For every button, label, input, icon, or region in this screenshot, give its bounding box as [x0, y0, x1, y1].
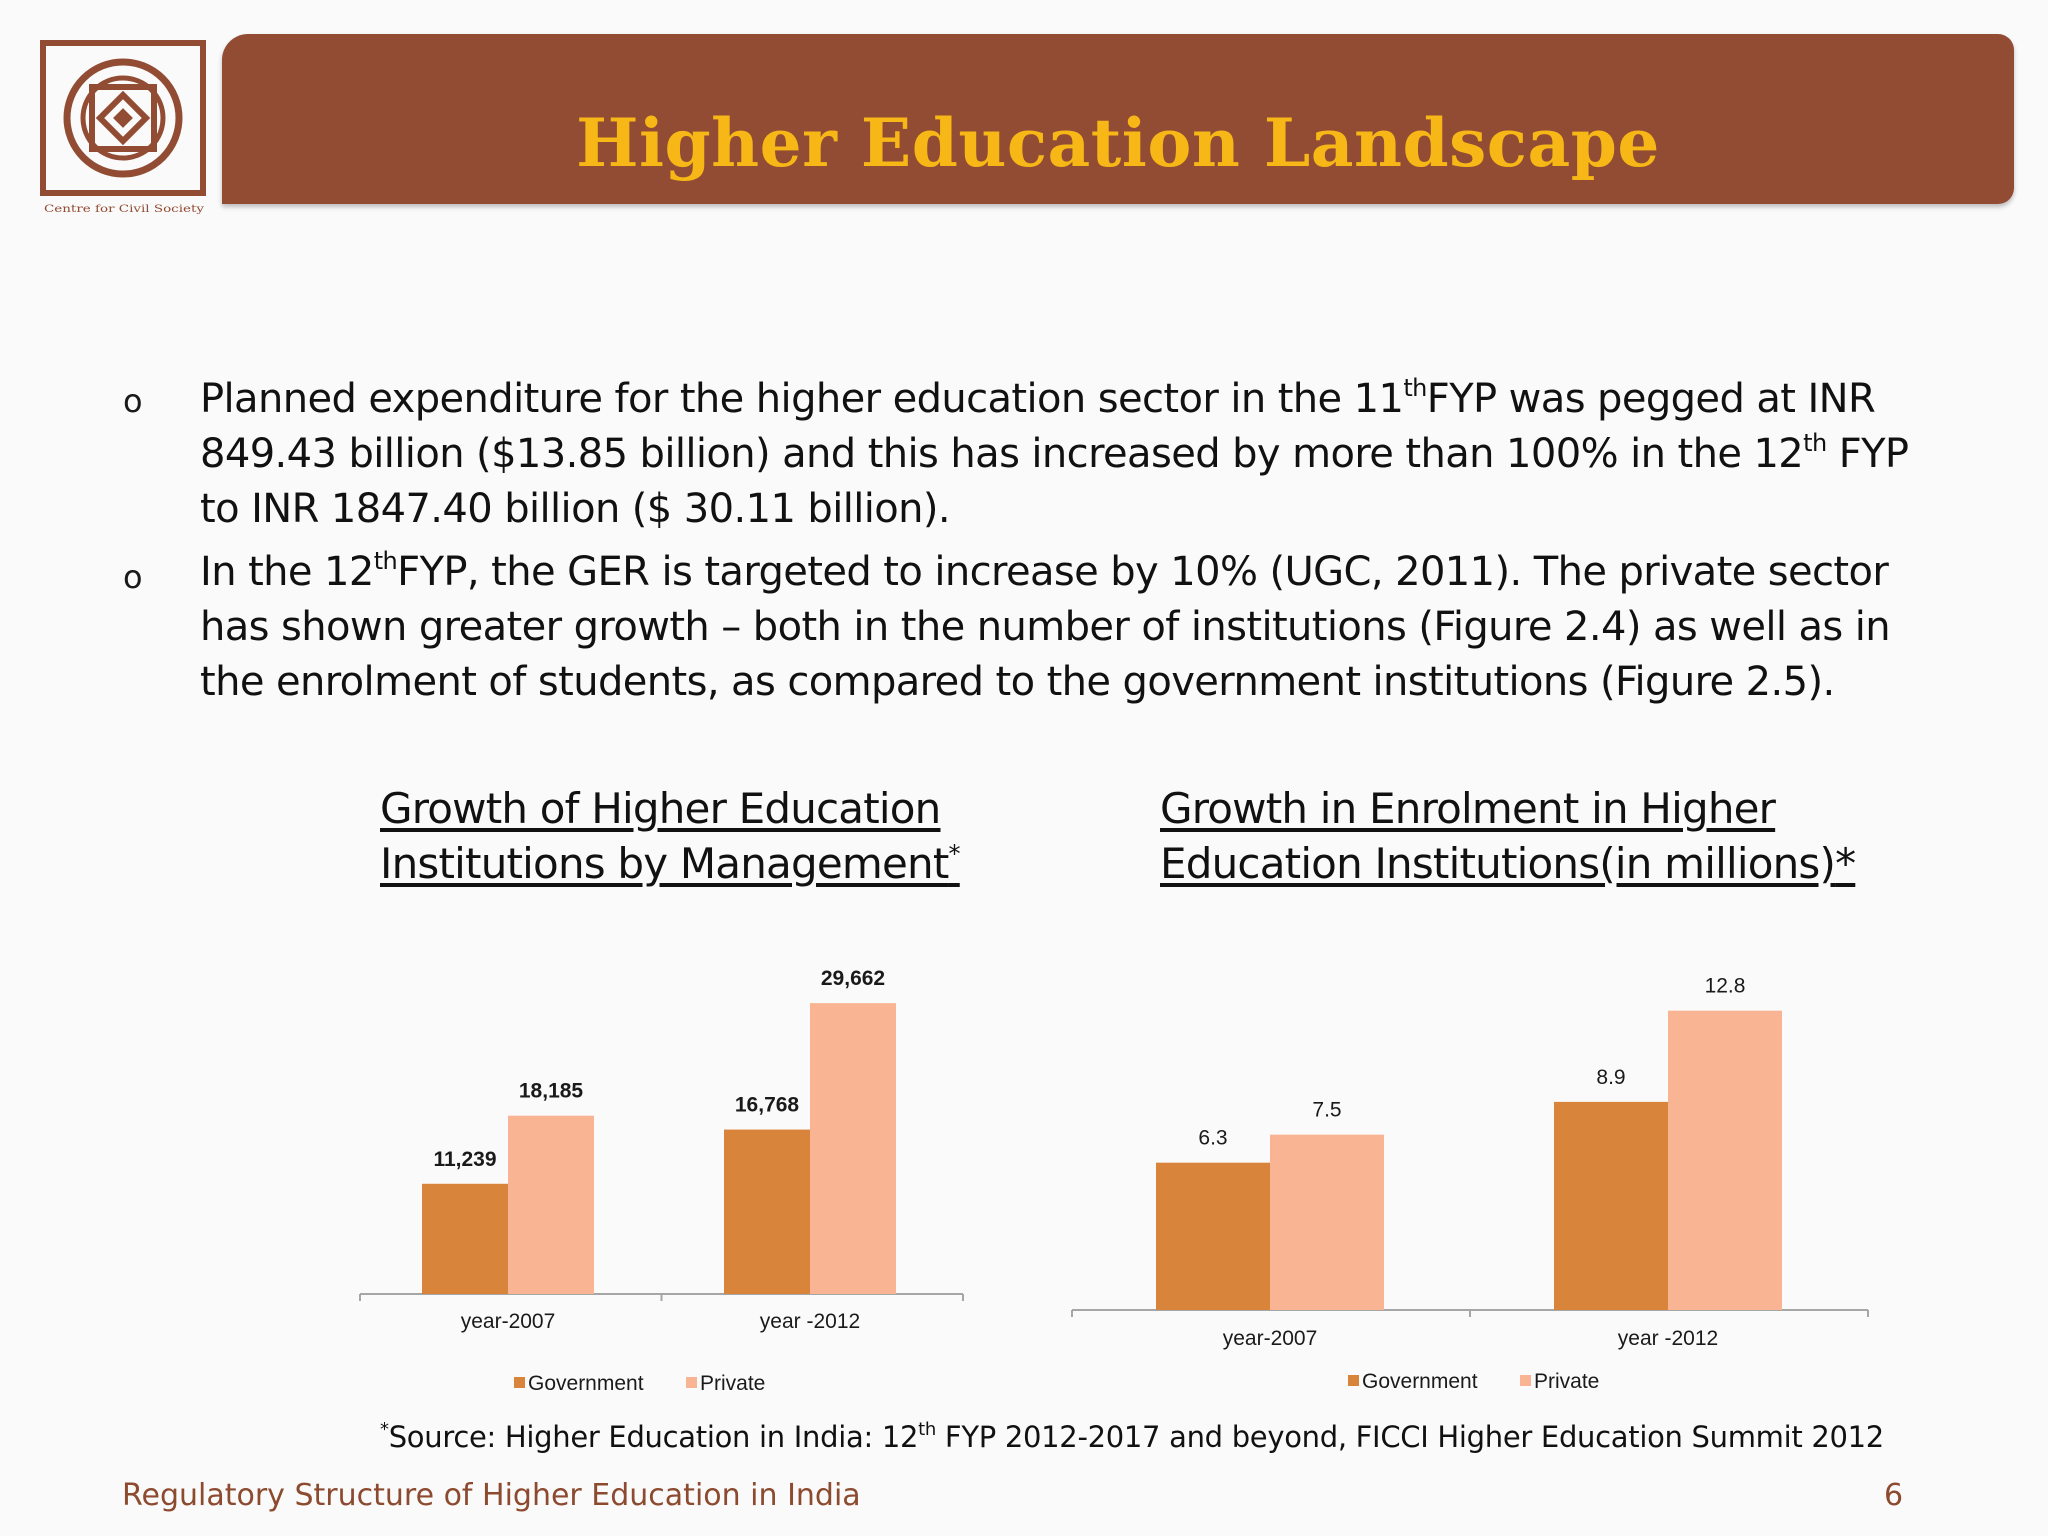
bar-private	[1668, 1010, 1782, 1310]
logo-caption: Centre for Civil Society	[44, 203, 204, 215]
legend-label-private: Private	[700, 1372, 765, 1395]
chart-title-institutions: Growth of Higher Education Institutions …	[380, 784, 961, 888]
bar-private	[508, 1115, 594, 1294]
category-label: year-2007	[1223, 1327, 1318, 1350]
page-number: 6	[1884, 1478, 1904, 1513]
data-label: 29,662	[821, 967, 885, 990]
source-note: *Source: Higher Education in India: 12th…	[380, 1419, 1884, 1454]
bar-private	[1270, 1134, 1384, 1310]
category-label: year -2012	[760, 1310, 860, 1333]
legend-swatch-government	[514, 1377, 525, 1388]
bullet-text-ger: In the 12thFYP, the GER is targeted to i…	[200, 547, 1891, 705]
bullet-text-expenditure: Planned expenditure for the higher educa…	[200, 374, 1909, 532]
bar-private	[810, 1003, 896, 1294]
data-label: 11,239	[433, 1148, 496, 1171]
data-label: 18,185	[519, 1080, 584, 1103]
chart-title-enrolment: Growth in Enrolment in Higher Education …	[1160, 784, 1856, 888]
bar-government	[724, 1129, 810, 1294]
legend-label-private: Private	[1534, 1370, 1599, 1393]
bar-government	[1156, 1162, 1270, 1310]
category-label: year-2007	[461, 1310, 556, 1333]
data-label: 12.8	[1705, 975, 1746, 998]
legend-label-government: Government	[528, 1372, 644, 1395]
data-label: 7.5	[1312, 1099, 1341, 1122]
footer-text: Regulatory Structure of Higher Education…	[122, 1478, 861, 1513]
category-label: year -2012	[1618, 1327, 1718, 1350]
title-banner: Higher Education Landscape	[222, 34, 2014, 204]
legend-label-government: Government	[1362, 1370, 1478, 1393]
data-label: 16,768	[735, 1094, 800, 1117]
legend-swatch-private	[686, 1377, 697, 1388]
bullet-marker: o	[123, 558, 143, 596]
legend-swatch-government	[1348, 1375, 1359, 1386]
data-label: 8.9	[1596, 1066, 1625, 1089]
data-label: 6.3	[1198, 1127, 1227, 1150]
bar-government	[1554, 1101, 1668, 1310]
bullet-marker: o	[123, 382, 143, 420]
bar-government	[422, 1183, 508, 1294]
legend-swatch-private	[1520, 1375, 1531, 1386]
centre-for-civil-society-logo: Centre for Civil Society	[40, 40, 206, 215]
slide-title: Higher Education Landscape	[576, 104, 1660, 182]
